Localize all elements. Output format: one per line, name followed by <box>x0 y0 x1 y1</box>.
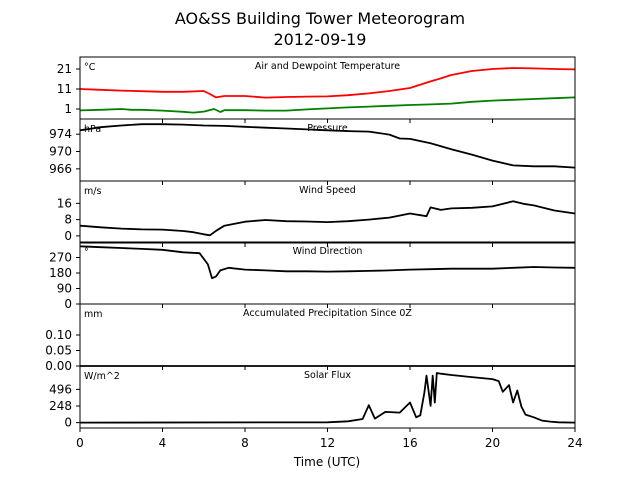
series-line-3-0 <box>79 245 576 280</box>
y-tick-label-3-0: 0 <box>64 297 72 311</box>
x-axis: 0 4 8 12 16 20 24 <box>76 436 582 450</box>
unit-label-5: W/m^2 <box>84 371 120 382</box>
panel-title-0: Air and Dewpoint Temperature <box>255 61 400 72</box>
y-tick-label-5-1: 248 <box>49 399 72 413</box>
panel-2: 0 8 16 m/s Wind Speed <box>57 180 576 247</box>
y-tick-label-3-2: 180 <box>49 266 72 280</box>
panel-title-2: Wind Speed <box>299 185 356 196</box>
y-tick-label-1-2: 974 <box>49 127 72 141</box>
panel-5: 0 248 496 W/m^2 Solar Flux <box>49 365 576 432</box>
panel-title-3: Wind Direction <box>293 246 363 257</box>
series-line-1-0 <box>79 123 576 169</box>
y-tick-label-2-0: 0 <box>64 229 72 243</box>
series-line-0-0 <box>79 67 576 99</box>
x-tick-label-2: 8 <box>241 436 249 450</box>
x-tick-label-3: 12 <box>320 436 335 450</box>
panel-4: 0.000.05 0.10 mm Accumulated Precipitation … <box>45 303 576 373</box>
panel-title-1: Pressure <box>307 123 348 134</box>
y-tick-label-1-0: 966 <box>49 162 72 176</box>
y-tick-label-4-1: 0.05 <box>45 344 72 358</box>
x-tick-label-1: 4 <box>159 436 167 450</box>
figure-title: AO&SS Building Tower Meteorogram <box>175 9 465 28</box>
y-tick-label-2-2: 16 <box>57 196 72 210</box>
y-tick-label-4-2: 0.10 <box>45 328 72 342</box>
panel-1: 966 970 974 hPa Pressure <box>49 118 576 185</box>
y-tick-label-4-0: 0.00 <box>45 359 72 373</box>
series-line-5-0 <box>79 372 576 424</box>
y-tick-label-3-1: 90 <box>57 282 72 296</box>
series-line-2-0 <box>79 200 576 237</box>
y-tick-label-0-1: 11 <box>57 82 72 96</box>
series-line-0-1 <box>79 96 576 114</box>
unit-label-0: °C <box>84 62 96 73</box>
x-tick-label-6: 24 <box>567 436 582 450</box>
y-tick-label-1-1: 970 <box>49 145 72 159</box>
unit-label-1: hPa <box>84 124 101 135</box>
unit-label-3: ° <box>84 247 89 258</box>
y-tick-label-5-2: 496 <box>49 382 72 396</box>
y-tick-label-3-3: 270 <box>49 251 72 265</box>
x-axis-label: Time (UTC) <box>293 455 360 469</box>
x-tick-label-4: 16 <box>402 436 417 450</box>
figure-subtitle: 2012-09-19 <box>274 30 367 49</box>
y-tick-label-5-0: 0 <box>64 416 72 430</box>
panel-title-5: Solar Flux <box>304 370 351 381</box>
x-tick-label-5: 20 <box>485 436 500 450</box>
y-tick-label-0-0: 1 <box>64 102 72 116</box>
panel-title-4: Accumulated Precipitation Since 0Z <box>243 308 412 319</box>
unit-label-4: mm <box>84 309 103 320</box>
y-tick-label-0-2: 21 <box>57 62 72 76</box>
y-tick-label-2-1: 8 <box>64 213 72 227</box>
unit-label-2: m/s <box>84 186 101 197</box>
x-tick-label-0: 0 <box>76 436 84 450</box>
